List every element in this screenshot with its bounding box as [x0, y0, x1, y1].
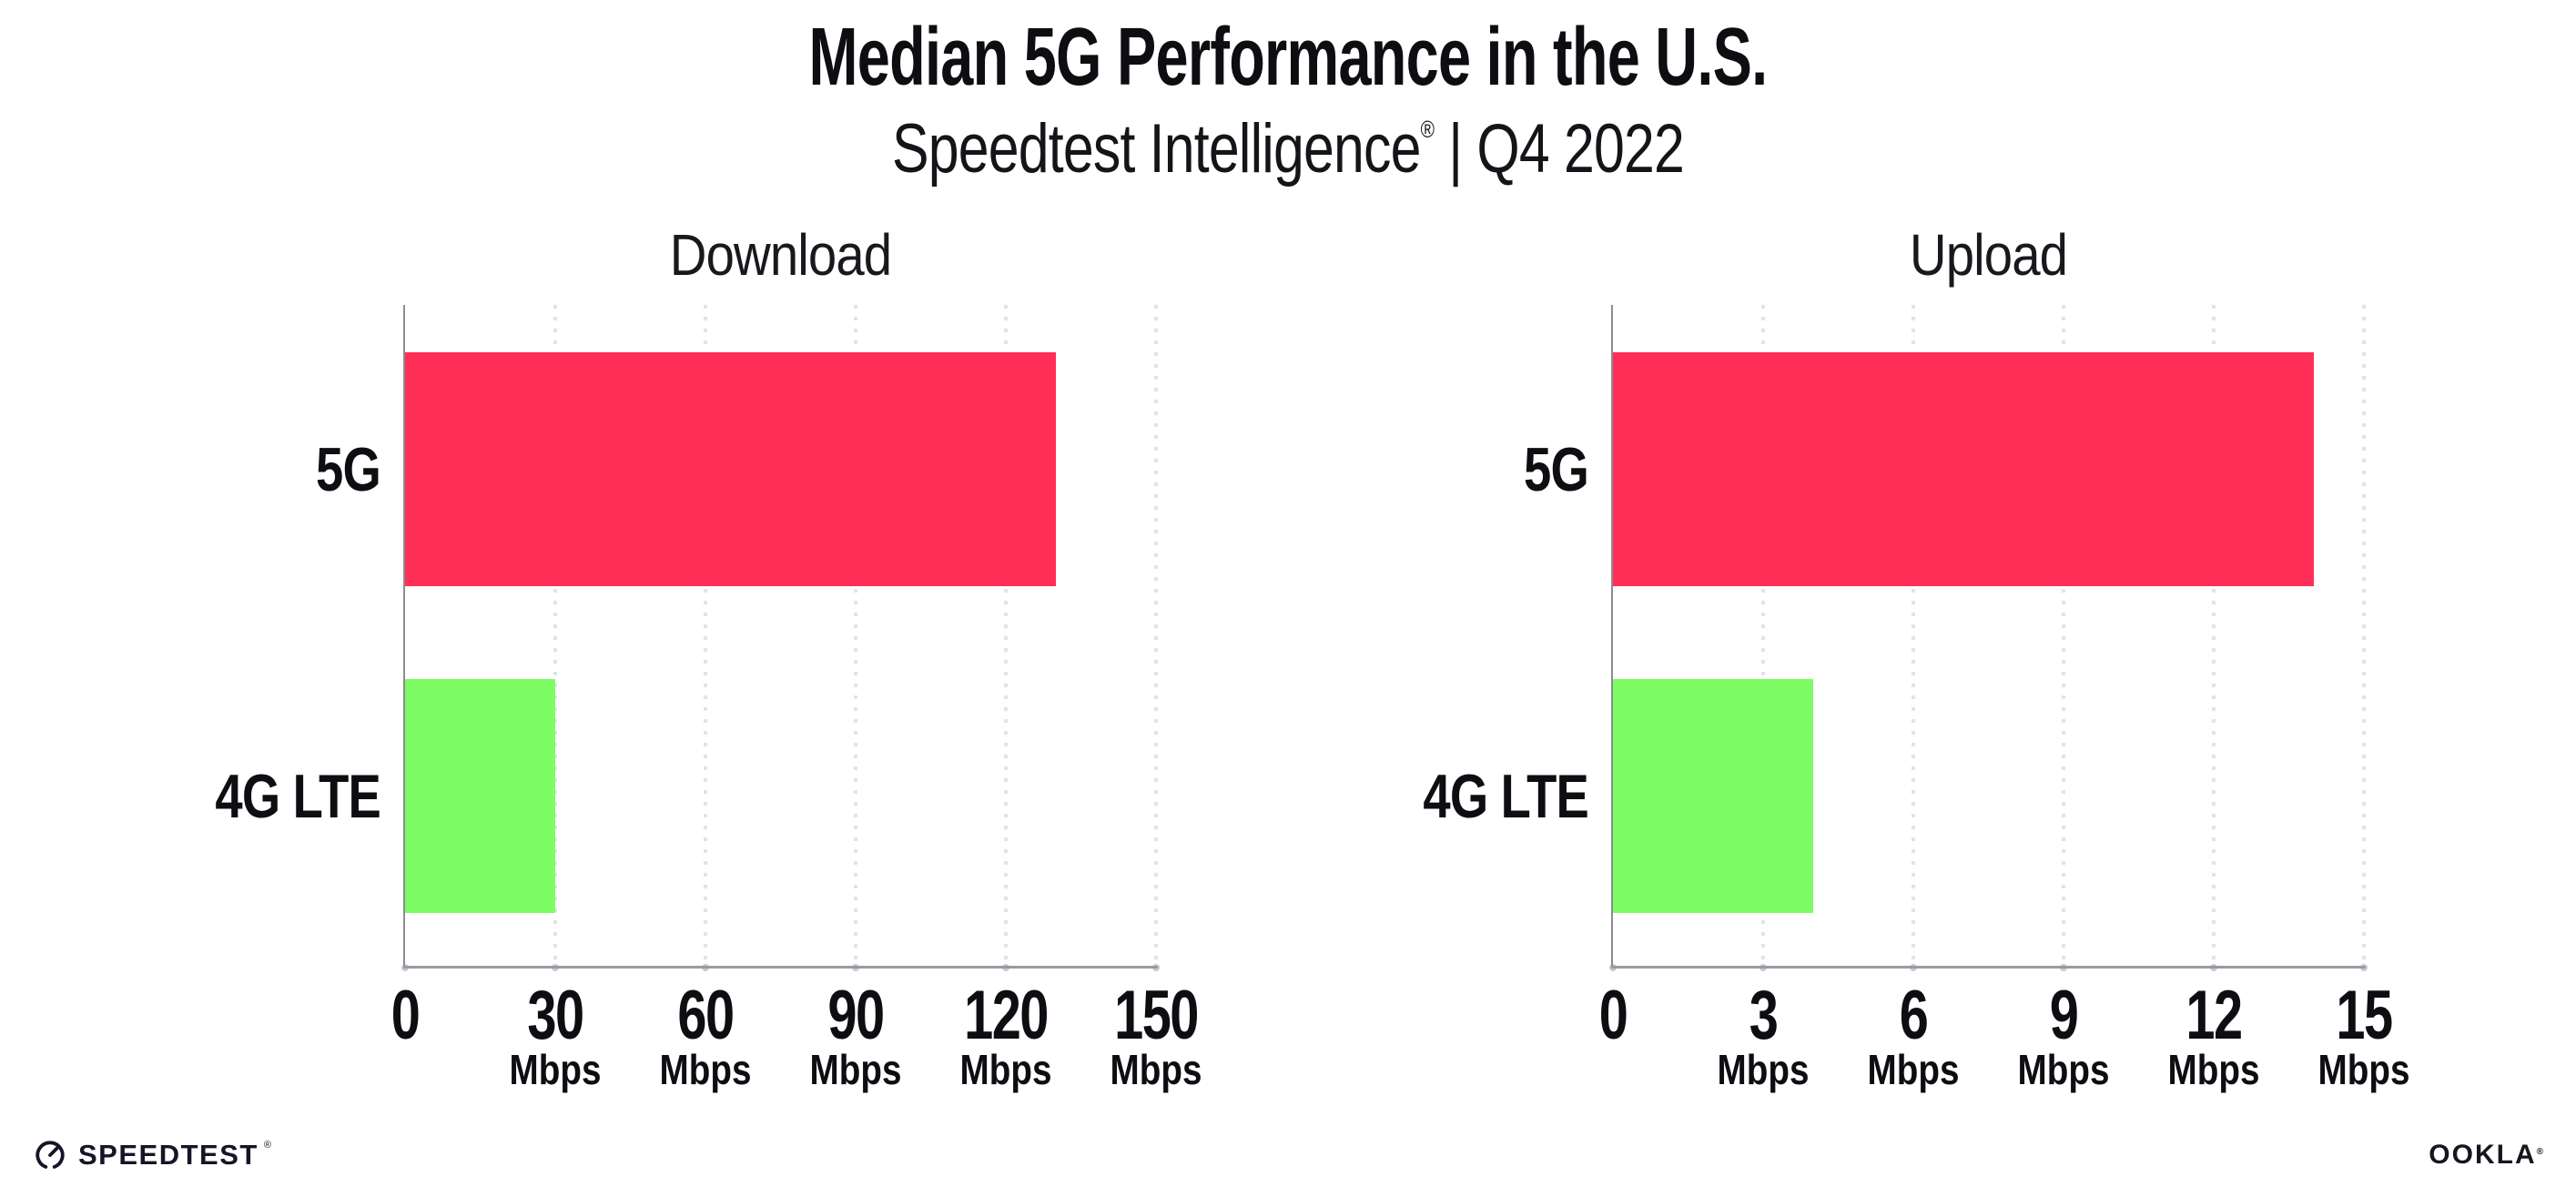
gridline-download-150: [1154, 305, 1158, 967]
gridline-upload-3: [1761, 305, 1765, 967]
chart-title-download: Download: [669, 222, 892, 288]
tick-unit-label-upload-15: Mbps: [2317, 1046, 2410, 1093]
gridline-download-60: [704, 305, 707, 967]
tick-label-upload-3: 3: [1749, 977, 1779, 1054]
category-label-download-4g-lte: 4G LTE: [215, 761, 380, 831]
tick-unit-label-upload-9: Mbps: [2017, 1046, 2110, 1093]
x-axis-upload: [1611, 966, 2366, 969]
ookla-registered-mark: ®: [2536, 1147, 2545, 1157]
speedtest-registered-mark: ®: [263, 1140, 271, 1151]
tick-label-download-60: 60: [677, 977, 735, 1054]
plot-upload: [1609, 305, 2368, 971]
ookla-logo: OOKLA®: [2429, 1141, 2545, 1169]
tick-label-upload-12: 12: [2186, 977, 2243, 1054]
tick-unit-label-upload-12: Mbps: [2167, 1046, 2260, 1093]
tick-unit-label-upload-6: Mbps: [1867, 1046, 1960, 1093]
bar-upload-4g-lte: [1613, 679, 1813, 913]
tick-label-upload-9: 9: [2049, 977, 2079, 1054]
page-title: Median 5G Performance in the U.S.: [808, 12, 1769, 103]
tick-label-download-0: 0: [390, 977, 421, 1054]
category-label-download-5g: 5G: [316, 434, 381, 504]
speedtest-logo: SPEEDTEST ®: [33, 1136, 277, 1172]
tick-unit-label-download-60: Mbps: [659, 1046, 752, 1093]
tick-unit-label-download-90: Mbps: [809, 1046, 902, 1093]
tick-label-upload-6: 6: [1899, 977, 1929, 1054]
x-axis-download: [403, 966, 1158, 969]
speedtest-wordmark: SPEEDTEST: [78, 1138, 259, 1171]
tick-label-download-120: 120: [964, 977, 1049, 1054]
gridline-upload-6: [1912, 305, 1915, 967]
gridline-download-90: [854, 305, 857, 967]
bar-download-4g-lte: [405, 679, 555, 913]
gridline-upload-9: [2062, 305, 2065, 967]
bar-upload-5g: [1613, 352, 2314, 586]
y-axis-download: [403, 305, 405, 967]
tick-unit-label-download-30: Mbps: [509, 1046, 602, 1093]
gridline-upload-15: [2362, 305, 2366, 967]
gridline-download-30: [553, 305, 557, 967]
subtitle-period: | Q4 2022: [1434, 110, 1685, 188]
tick-unit-label-download-120: Mbps: [959, 1046, 1052, 1093]
page-subtitle: Speedtest Intelligence® | Q4 2022: [258, 115, 2318, 184]
chart-title-upload: Upload: [1909, 222, 2068, 288]
tick-label-download-150: 150: [1114, 977, 1199, 1054]
gridline-upload-12: [2212, 305, 2216, 967]
tick-unit-label-upload-3: Mbps: [1717, 1046, 1810, 1093]
tick-label-download-90: 90: [827, 977, 885, 1054]
category-label-upload-4g-lte: 4G LTE: [1423, 761, 1588, 831]
tick-label-upload-15: 15: [2336, 977, 2393, 1054]
tick-unit-label-download-150: Mbps: [1110, 1046, 1202, 1093]
bar-download-5g: [405, 352, 1056, 586]
category-label-upload-5g: 5G: [1524, 434, 1589, 504]
gridline-download-120: [1004, 305, 1008, 967]
subtitle-brand: Speedtest Intelligence: [891, 110, 1421, 188]
registered-trademark-symbol: ®: [1420, 116, 1435, 143]
speedtest-gauge-icon: [35, 1141, 65, 1169]
y-axis-upload: [1611, 305, 1613, 967]
tick-label-upload-0: 0: [1598, 977, 1628, 1054]
plot-download: [401, 305, 1160, 971]
ookla-wordmark: OOKLA: [2429, 1140, 2537, 1170]
tick-label-download-30: 30: [527, 977, 584, 1054]
